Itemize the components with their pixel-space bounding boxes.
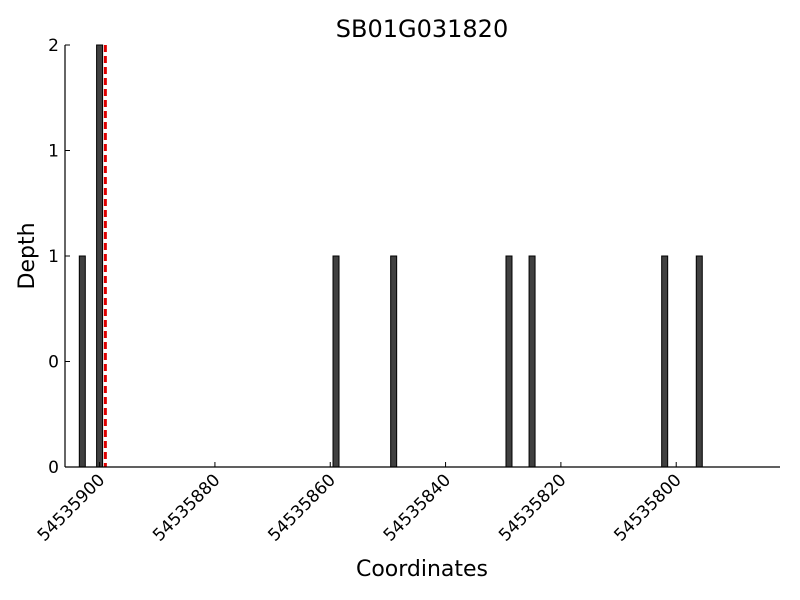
x-tick-label: 54535860 — [264, 470, 339, 545]
bar — [695, 255, 703, 468]
x-tick-label: 54535820 — [495, 470, 570, 545]
bar — [390, 255, 398, 468]
bar — [661, 255, 669, 468]
x-tick-label: 54535880 — [149, 470, 224, 545]
y-tick-label: 2 — [48, 36, 59, 56]
bar — [528, 255, 536, 468]
x-ticks-group: 54535900 54535880 54535860 54535840 54535820… — [34, 462, 686, 546]
y-tick-label: 0 — [48, 353, 59, 373]
y-tick-label: 0 — [48, 458, 59, 478]
y-tick-label: 1 — [48, 247, 59, 267]
y-tick-label: 1 — [48, 142, 59, 162]
bar — [78, 255, 86, 468]
bars-group — [78, 44, 703, 468]
x-tick-label: 54535900 — [34, 470, 109, 545]
x-tick-label: 54535800 — [610, 470, 685, 545]
x-tick-label: 54535840 — [380, 470, 455, 545]
axes-group — [64, 45, 780, 468]
y-ticks-group: 0 0 1 1 2 — [48, 36, 70, 478]
x-axis-title: Coordinates — [356, 557, 488, 582]
bar — [332, 255, 340, 468]
bar — [505, 255, 513, 468]
bar — [96, 44, 104, 468]
y-axis-title: Depth — [15, 222, 40, 289]
chart-title: SB01G031820 — [336, 15, 508, 43]
